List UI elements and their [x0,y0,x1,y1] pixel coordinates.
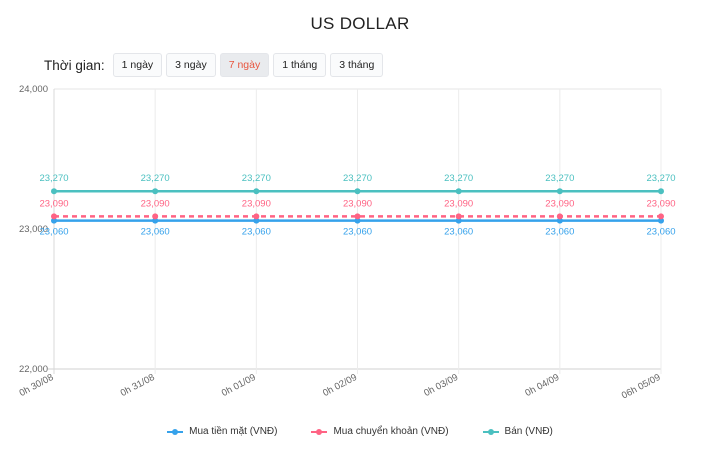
data-point [556,213,563,220]
x-tick-label: 0h 31/08 [119,372,157,399]
x-tick-label: 0h 04/09 [523,372,561,399]
filter-1-month-button[interactable]: 1 tháng [273,53,327,77]
filter-3-days-button[interactable]: 3 ngày [166,53,216,77]
data-point [152,188,159,195]
data-label: 23,090 [444,198,473,209]
data-label: 23,060 [141,227,170,238]
data-label: 23,060 [646,227,675,238]
data-point [253,188,260,195]
data-label: 23,090 [39,198,68,209]
data-label: 23,090 [141,198,170,209]
legend-item-cash-buy[interactable]: Mua tiền mặt (VNĐ) [167,426,277,437]
data-point [455,217,462,224]
data-label: 23,270 [141,173,170,184]
data-point [455,188,462,195]
data-label: 23,090 [646,198,675,209]
filter-3-months-button[interactable]: 3 tháng [330,53,384,77]
data-point [354,213,361,220]
legend-item-sell[interactable]: Bán (VNĐ) [482,426,553,437]
x-tick-label: 06h 05/09 [620,372,662,402]
data-label: 23,270 [545,173,574,184]
time-filter-label: Thời gian: [44,57,105,73]
y-tick-label: 24,000 [19,84,48,95]
data-point [152,213,159,220]
data-point [253,217,260,224]
legend-swatch-icon [167,428,184,435]
legend-label: Mua chuyển khoản (VNĐ) [333,426,449,437]
x-tick-label: 0h 01/09 [220,372,258,399]
filter-7-days-button[interactable]: 7 ngày [219,53,270,77]
data-point [658,213,664,220]
data-label: 23,060 [343,227,372,238]
data-point [152,217,159,224]
chart-legend: Mua tiền mặt (VNĐ) Mua chuyển khoản (VNĐ… [0,426,720,437]
time-filter: Thời gian: 1 ngày 3 ngày 7 ngày 1 tháng … [44,53,387,77]
data-point [51,213,57,220]
legend-label: Bán (VNĐ) [504,426,553,437]
legend-swatch-icon [482,428,499,435]
data-label: 23,270 [444,173,473,184]
data-point [354,188,361,195]
data-label: 23,060 [39,227,68,238]
data-point [658,217,664,224]
data-label: 23,270 [343,173,372,184]
chart-title: US DOLLAR [310,14,410,33]
data-label: 23,090 [545,198,574,209]
x-tick-label: 0h 02/09 [321,372,359,399]
data-label: 23,060 [242,227,271,238]
data-point [556,217,563,224]
data-label: 23,270 [39,173,68,184]
filter-1-day-button[interactable]: 1 ngày [112,53,163,77]
data-point [354,217,361,224]
data-label: 23,090 [343,198,372,209]
legend-swatch-icon [311,428,328,435]
data-label: 23,090 [242,198,271,209]
data-label: 23,060 [545,227,574,238]
y-tick-label: 22,000 [19,364,48,375]
data-point [455,213,462,220]
data-label: 23,060 [444,227,473,238]
data-point [253,213,260,220]
data-point [658,188,664,195]
data-label: 23,270 [646,173,675,184]
legend-label: Mua tiền mặt (VNĐ) [189,426,278,437]
x-tick-label: 0h 30/08 [18,372,56,399]
legend-item-transfer-buy[interactable]: Mua chuyển khoản (VNĐ) [311,426,449,437]
x-tick-label: 0h 03/09 [422,372,460,399]
data-point [51,188,57,195]
data-point [51,217,57,224]
data-point [556,188,563,195]
data-label: 23,270 [242,173,271,184]
y-tick-label: 23,000 [19,224,48,235]
